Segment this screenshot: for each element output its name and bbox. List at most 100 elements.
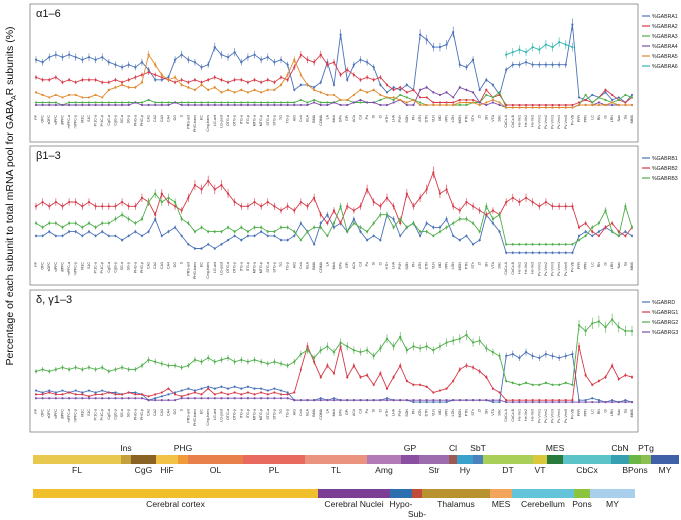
data-point bbox=[577, 234, 581, 237]
data-point bbox=[564, 43, 567, 46]
data-point bbox=[180, 366, 183, 369]
series-gabra2 bbox=[34, 50, 634, 107]
x-tick-label: dlPFC bbox=[60, 262, 64, 272]
data-point bbox=[465, 88, 468, 91]
x-tick-label: vlPFC bbox=[54, 262, 58, 272]
data-point bbox=[392, 101, 395, 104]
data-point bbox=[319, 81, 322, 84]
data-point bbox=[491, 209, 495, 212]
legend-entry: %GABRA1 bbox=[642, 14, 678, 20]
x-tick-label: LC bbox=[590, 115, 594, 120]
data-point bbox=[220, 385, 223, 388]
data-point bbox=[352, 101, 355, 104]
data-point bbox=[624, 399, 627, 402]
x-tick-label: Pv-Vrm2 bbox=[544, 262, 548, 276]
data-point bbox=[187, 86, 190, 89]
data-point bbox=[286, 63, 289, 66]
data-point bbox=[524, 351, 528, 354]
data-point bbox=[551, 46, 554, 49]
data-point bbox=[399, 234, 402, 237]
data-point bbox=[538, 383, 541, 386]
x-tick-label: ZI bbox=[478, 409, 482, 412]
data-point bbox=[544, 43, 548, 46]
x-tick-label: TG bbox=[279, 262, 283, 267]
x-tick-label: He-Ve2 bbox=[524, 409, 528, 421]
x-tick-label: DG bbox=[173, 262, 177, 268]
x-tick-label: Cd bbox=[358, 262, 362, 267]
x-tick-label: Pr1C-a bbox=[94, 115, 98, 126]
panel-3: δ, γ1–3 FP OFC sOFC vlPFC dlPFC mPFC-a mPFC-p M1… bbox=[29, 289, 678, 433]
x-tick-label: mPFC-p bbox=[74, 409, 78, 422]
data-point bbox=[319, 103, 322, 107]
data-point bbox=[127, 78, 130, 81]
data-point bbox=[558, 205, 561, 208]
data-point bbox=[505, 53, 508, 56]
data-point bbox=[81, 101, 84, 104]
band-label: MY bbox=[606, 499, 619, 509]
data-point bbox=[471, 399, 475, 402]
data-point bbox=[538, 251, 541, 254]
x-tick-label: GPe bbox=[339, 262, 343, 269]
data-point bbox=[253, 387, 256, 390]
data-point bbox=[551, 243, 554, 246]
data-point bbox=[445, 91, 448, 94]
x-tick-label: LC bbox=[590, 262, 594, 267]
x-tick-label: Pv-VB bbox=[570, 261, 574, 272]
data-point bbox=[253, 88, 256, 91]
band-dt: DT bbox=[483, 455, 533, 475]
x-tick-label: VTA bbox=[491, 261, 495, 268]
data-point bbox=[240, 61, 243, 64]
data-point bbox=[226, 238, 230, 242]
data-point bbox=[293, 360, 296, 363]
x-tick-label: Pv-Vrm3 bbox=[551, 262, 555, 276]
data-point bbox=[392, 86, 395, 89]
data-point bbox=[438, 101, 442, 104]
data-point bbox=[167, 399, 170, 402]
data-point bbox=[273, 360, 276, 363]
data-point bbox=[306, 230, 309, 233]
data-point bbox=[167, 101, 170, 104]
data-point bbox=[266, 56, 269, 59]
x-tick-label: LGN bbox=[451, 409, 455, 417]
data-point bbox=[385, 399, 389, 402]
data-point bbox=[220, 103, 223, 107]
data-point bbox=[564, 381, 567, 384]
x-tick-label: He-Ve1 bbox=[517, 262, 521, 274]
x-tick-label: ACb bbox=[352, 262, 356, 269]
data-point bbox=[405, 101, 408, 104]
legend-label: %GABRA2 bbox=[652, 24, 678, 30]
x-tick-label: SON bbox=[405, 262, 409, 270]
x-tick-label: FP bbox=[34, 261, 38, 266]
data-point bbox=[339, 222, 342, 225]
band-segment bbox=[419, 455, 449, 464]
data-point bbox=[366, 399, 369, 402]
data-point bbox=[286, 73, 289, 76]
data-point bbox=[597, 379, 600, 383]
data-point bbox=[359, 205, 362, 208]
data-point bbox=[604, 103, 607, 107]
data-point bbox=[240, 78, 243, 81]
band-segment bbox=[473, 455, 483, 464]
data-point bbox=[127, 103, 130, 107]
data-point bbox=[471, 222, 475, 225]
band-segment bbox=[422, 489, 490, 498]
data-point bbox=[187, 58, 190, 61]
data-point bbox=[240, 103, 243, 107]
data-point bbox=[266, 230, 269, 233]
data-point bbox=[101, 205, 104, 208]
x-tick-label: COMA bbox=[319, 408, 323, 419]
data-point bbox=[372, 234, 375, 237]
data-point bbox=[226, 101, 230, 104]
x-tick-label: AIG bbox=[292, 115, 296, 121]
data-point bbox=[597, 96, 600, 99]
data-point bbox=[564, 243, 567, 246]
x-tick-label: LG-ant bbox=[213, 262, 217, 273]
x-tick-label: SON bbox=[405, 115, 409, 123]
data-point bbox=[571, 243, 574, 246]
data-point bbox=[134, 101, 137, 104]
data-point bbox=[564, 205, 567, 208]
x-tick-label: Gi bbox=[604, 262, 608, 266]
data-point bbox=[41, 93, 44, 97]
data-point bbox=[207, 63, 210, 66]
x-tick-label: PHG-trans bbox=[193, 409, 197, 426]
